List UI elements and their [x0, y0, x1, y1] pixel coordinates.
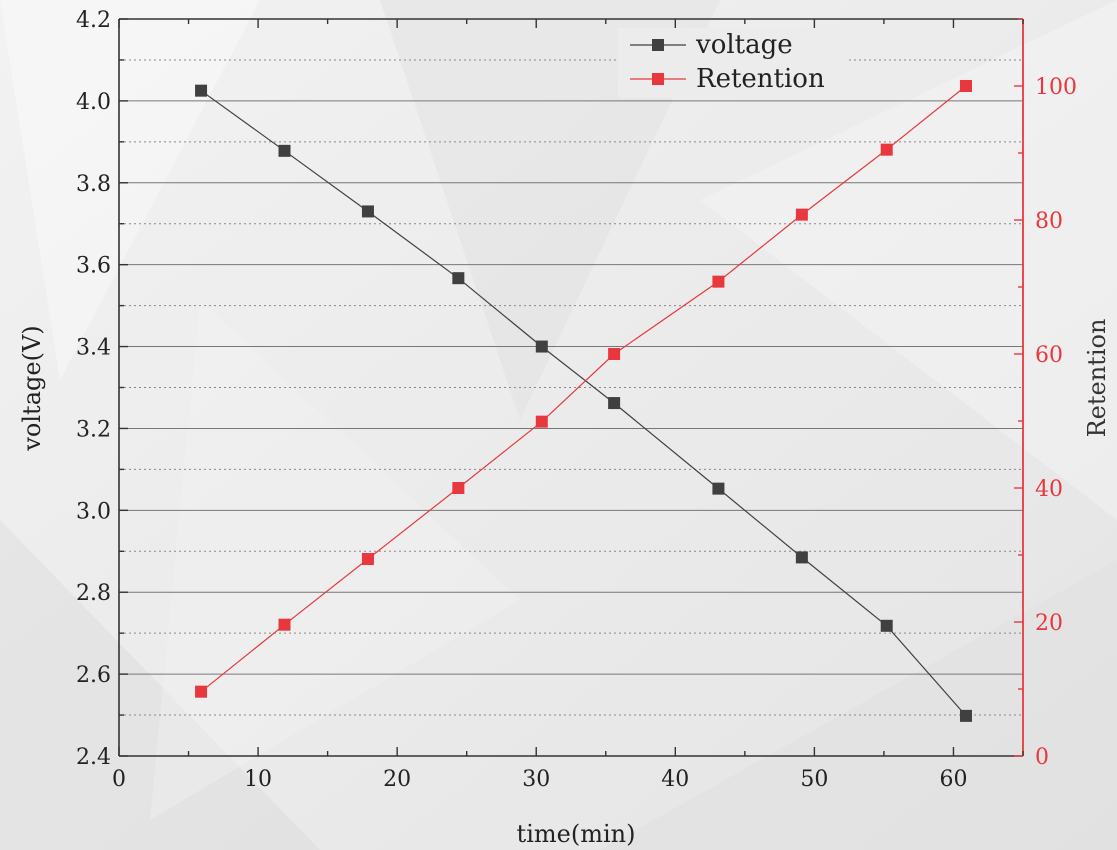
data-point-voltage	[361, 205, 374, 218]
x-tick-label: 10	[244, 767, 272, 792]
x-tick-label: 50	[800, 767, 828, 792]
y-tick-label: 3.6	[76, 254, 111, 279]
data-point-voltage	[278, 144, 291, 157]
y2-tick-label: 80	[1035, 209, 1063, 234]
data-point-retention	[712, 275, 725, 288]
y2-tick-label: 0	[1035, 745, 1049, 770]
data-point-retention	[535, 415, 548, 428]
y-tick-label: 2.4	[76, 745, 111, 770]
data-point-voltage	[535, 340, 548, 353]
data-point-retention	[195, 685, 208, 698]
legend-marker	[652, 39, 664, 51]
data-point-retention	[795, 208, 808, 221]
data-point-voltage	[452, 272, 465, 285]
data-point-retention	[278, 618, 291, 631]
x-tick-label: 0	[112, 767, 126, 792]
axes: 0 10 20 30 40 50 60 2.4 2.6 2.8 3.0 3.2 3.4 3.6 3.8 4.0…	[76, 8, 1077, 792]
x-tick-label: 60	[939, 767, 967, 792]
data-point-retention	[608, 348, 621, 360]
y-axis-title: voltage(V)	[18, 325, 46, 451]
y-tick-label: 2.8	[76, 581, 111, 606]
data-point-retention	[361, 553, 374, 566]
y-tick-label: 3.4	[76, 336, 111, 361]
y-tick-label: 3.8	[76, 172, 111, 197]
grid	[119, 59, 1023, 716]
x-tick-label: 20	[383, 767, 411, 792]
y-tick-label: 4.2	[76, 8, 111, 33]
data-point-retention	[452, 482, 465, 494]
legend: voltage Retention	[618, 28, 846, 98]
y2-tick-label: 40	[1035, 477, 1063, 502]
legend-label: Retention	[696, 64, 825, 94]
data-point-voltage	[795, 551, 808, 564]
y-tick-label: 3.0	[76, 499, 111, 524]
data-point-voltage	[195, 84, 208, 97]
data-point-voltage	[608, 397, 621, 410]
y2-tick-label: 100	[1035, 75, 1077, 100]
legend-marker	[652, 73, 664, 85]
y2-axis-title: Retention	[1083, 319, 1111, 438]
series-layer	[195, 80, 972, 722]
data-point-voltage	[712, 482, 725, 495]
y-tick-label: 4.0	[76, 90, 111, 115]
legend-label: voltage	[695, 30, 793, 60]
data-point-retention	[880, 143, 893, 156]
x-tick-label: 40	[661, 767, 689, 792]
data-point-voltage	[880, 619, 893, 632]
y2-tick-label: 20	[1035, 611, 1063, 636]
series-line-retention	[200, 85, 967, 693]
y-tick-label: 3.2	[76, 417, 111, 442]
x-tick-label: 30	[522, 767, 550, 792]
y-tick-label: 2.6	[76, 663, 111, 688]
data-point-voltage	[959, 709, 972, 722]
y2-tick-label: 60	[1035, 343, 1063, 368]
data-point-retention	[959, 80, 972, 92]
series-line-voltage	[200, 90, 967, 717]
x-axis-title: time(min)	[517, 820, 636, 848]
